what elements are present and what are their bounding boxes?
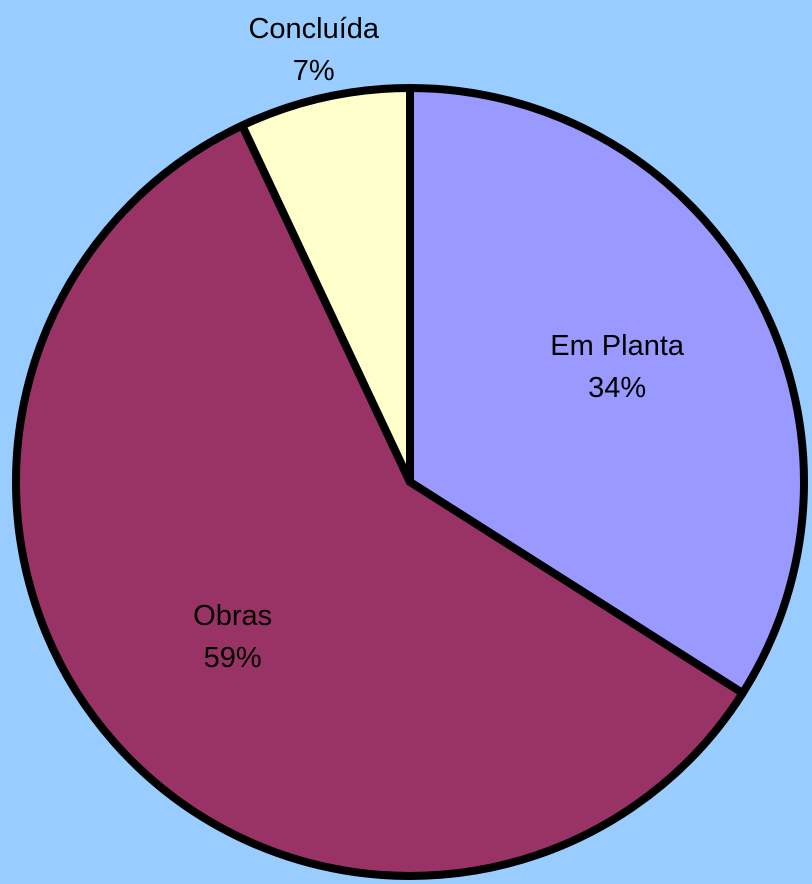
slice-value-label: 34% bbox=[588, 372, 646, 404]
pie-slice bbox=[12, 121, 747, 880]
pie-slice bbox=[238, 84, 414, 486]
slice-label: Concluída bbox=[248, 13, 379, 45]
slice-label: Em Planta bbox=[550, 330, 685, 362]
slice-value-label: 7% bbox=[293, 55, 335, 87]
slice-value-label: 59% bbox=[204, 642, 262, 674]
slice-label: Obras bbox=[193, 600, 272, 632]
